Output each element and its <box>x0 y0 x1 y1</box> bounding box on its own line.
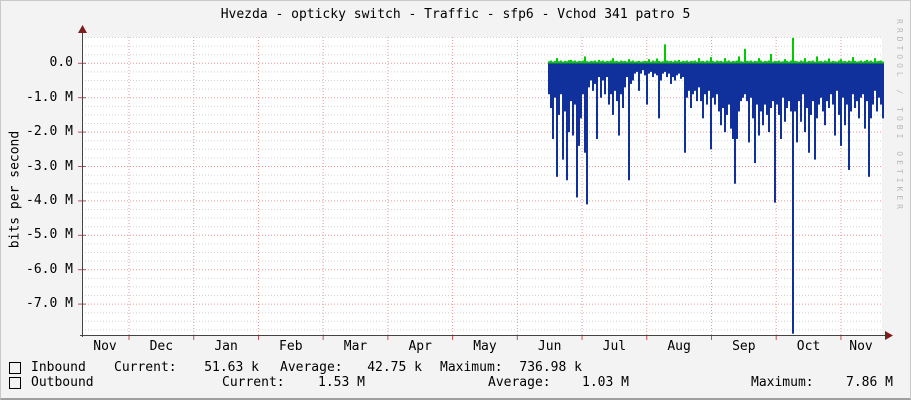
inbound-maximum-value: 736.98 k <box>519 360 582 375</box>
inbound-swatch-icon <box>9 362 21 374</box>
inbound-average-label: Average: <box>280 360 343 375</box>
x-tick-jan-2: Jan <box>214 339 238 354</box>
x-tick-nov-0: Nov <box>93 339 117 354</box>
outbound-maximum-value: 7.86 M <box>846 375 893 390</box>
inbound-maximum-label: Maximum: <box>440 360 503 375</box>
outbound-current-label: Current: <box>222 375 285 390</box>
inbound-current-value: 51.63 k <box>204 360 259 375</box>
y-tick-1: -1.0 M <box>26 89 73 105</box>
y-tick-3: -3.0 M <box>26 158 73 174</box>
x-tick-mar-4: Mar <box>343 339 368 354</box>
x-tick-dec-1: Dec <box>149 339 174 354</box>
y-tick-7: -7.0 M <box>26 296 73 312</box>
y-tick-5: -5.0 M <box>26 227 73 243</box>
inbound-average-value: 42.75 k <box>367 360 422 375</box>
outbound-average-value: 1.03 M <box>582 375 629 390</box>
inbound-current-label: Current: <box>114 360 177 375</box>
x-tick-jun-7: Jun <box>537 339 562 354</box>
y-tick-4: -4.0 M <box>26 192 73 208</box>
x-tick-oct-11: Oct <box>796 339 821 354</box>
x-tick-feb-3: Feb <box>279 339 303 354</box>
x-tick-sep-10: Sep <box>732 339 756 354</box>
x-tick-may-6: May <box>473 339 497 354</box>
outbound-average-label: Average: <box>488 375 551 390</box>
x-tick-apr-5: Apr <box>408 339 432 354</box>
y-tick-6: -6.0 M <box>26 261 73 277</box>
x-tick-aug-9: Aug <box>667 339 691 354</box>
graph-title: Hvezda - opticky switch - Traffic - sfp6… <box>220 7 691 22</box>
outbound-label: Outbound <box>31 375 94 390</box>
y-tick-0: 0.0 <box>49 55 73 71</box>
y-tick-2: -2.0 M <box>26 124 73 140</box>
outbound-swatch-icon <box>9 377 21 389</box>
x-tick-jul-8: Jul <box>602 339 627 354</box>
outbound-current-value: 1.53 M <box>318 375 365 390</box>
inbound-label: Inbound <box>31 360 86 375</box>
outbound-maximum-label: Maximum: <box>751 375 814 390</box>
x-tick-nov-12: Nov <box>849 339 873 354</box>
